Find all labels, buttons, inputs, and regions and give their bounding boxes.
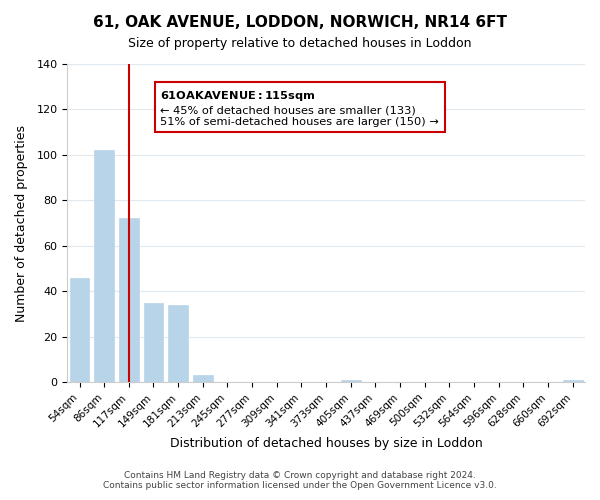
Bar: [168, 305, 188, 382]
Bar: [94, 150, 114, 382]
Text: 61, OAK AVENUE, LODDON, NORWICH, NR14 6FT: 61, OAK AVENUE, LODDON, NORWICH, NR14 6F…: [93, 15, 507, 30]
Bar: [341, 380, 361, 382]
Bar: [143, 302, 163, 382]
Text: Size of property relative to detached houses in Loddon: Size of property relative to detached ho…: [128, 38, 472, 51]
Text: Contains HM Land Registry data © Crown copyright and database right 2024.
Contai: Contains HM Land Registry data © Crown c…: [103, 470, 497, 490]
Bar: [70, 278, 89, 382]
X-axis label: Distribution of detached houses by size in Loddon: Distribution of detached houses by size …: [170, 437, 482, 450]
Bar: [563, 380, 583, 382]
Text: $\bf{61 OAK AVENUE: 115sqm}$
← 45% of detached houses are smaller (133)
51% of s: $\bf{61 OAK AVENUE: 115sqm}$ ← 45% of de…: [160, 90, 439, 126]
Bar: [119, 218, 139, 382]
Bar: [193, 376, 212, 382]
Y-axis label: Number of detached properties: Number of detached properties: [15, 124, 28, 322]
